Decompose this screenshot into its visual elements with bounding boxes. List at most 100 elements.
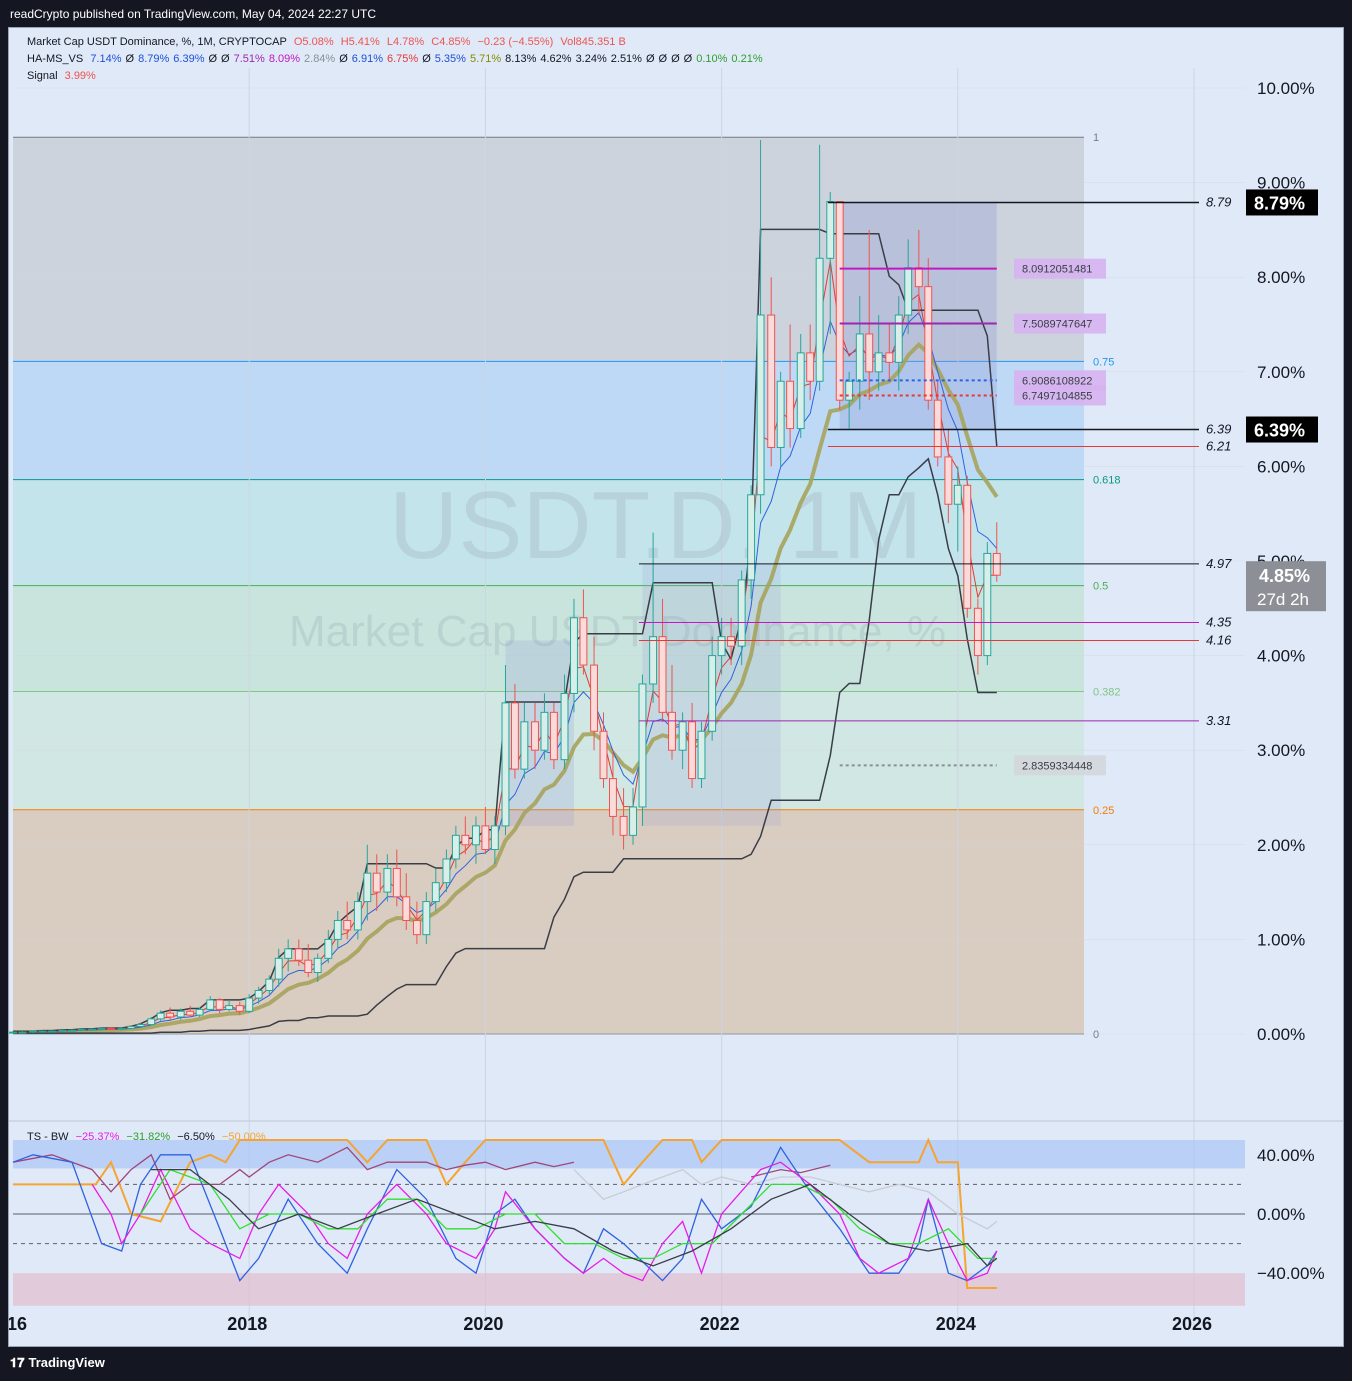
legend-signal[interactable]: Signal 3.99% [27,70,100,82]
y-tick-label: 7.00% [1257,363,1305,382]
annotation-label: 7.5089747647 [1022,319,1092,331]
fib-zone-0-025 [13,809,1084,1034]
legend-symbol-name[interactable]: Market Cap USDT Dominance, %, 1M, CRYPTO… [27,36,287,48]
candle-body [609,778,617,817]
candle-body [727,636,735,647]
chart-frame[interactable]: 1 0.75 0.618 0.5 0.382 0.25 0 USDT.D, 1M Market … [8,27,1344,1347]
last-price-countdown: 27d 2h [1257,590,1309,609]
legend-open: O5.08% [293,36,334,48]
legend-volume: Vol845.351 B [560,36,626,48]
legend-ha-ms-value: Ø [125,53,135,65]
fib-label-0.5: 0.5 [1093,581,1108,593]
fib-zone-025-0382 [13,691,1084,810]
legend-close: C4.85% [431,36,471,48]
y-tick-label: 6.00% [1257,457,1305,476]
candle-body [195,1008,204,1016]
candle-body [225,1005,234,1010]
price-line-label-4.97: 4.97 [1206,556,1232,571]
candle-body [933,399,942,458]
legend-ha-ms-value: 2.51% [610,53,642,65]
osc-y-tick-label: −40.00% [1257,1264,1325,1283]
candle-body [756,314,765,496]
main-chart-svg[interactable]: 1 0.75 0.618 0.5 0.382 0.25 0 USDT.D, 1M Market … [9,28,1343,1346]
x-tick-label: 2024 [936,1314,976,1334]
osc-upper-band [13,1140,1245,1169]
candle-body [717,636,726,657]
annotation-label: 6.7497104855 [1022,390,1092,402]
candle-body [668,711,676,751]
price-badge-8.79 [1246,189,1318,216]
annotation-box [1014,370,1106,391]
candle-body [265,978,274,991]
y-tick-label: 0.00% [1257,1025,1305,1044]
candle-body [461,834,470,846]
candle-body [658,636,667,713]
candle-body [806,352,815,382]
candle-body [688,721,697,780]
fib-label-0.25: 0.25 [1093,805,1114,817]
y-tick-label: 9.00% [1257,174,1305,193]
candle-body [845,380,854,401]
y-tick-label: 4.00% [1257,647,1305,666]
osc-y-tick-label: 40.00% [1257,1146,1315,1165]
candle-body [136,1024,145,1027]
osc-line-orange [13,1137,997,1289]
legend-ha-ms-value: Ø [221,53,230,65]
candle-body [77,1028,86,1031]
x-tick-label: 2022 [700,1314,740,1334]
candle-body [18,1031,27,1034]
candle-body [708,655,717,732]
candle-body [451,834,460,860]
legend-ha-ms-value: 2.84% [304,53,336,65]
candle-body [776,380,785,448]
ma-olive-line [13,341,999,1035]
price-badge-6.39 [1246,416,1318,443]
candle-body [88,1028,97,1031]
candle-body [215,999,224,1010]
candle-body [747,494,756,581]
annotation-label: 6.9086108922 [1022,375,1092,387]
legend-main[interactable]: Market Cap USDT Dominance, %, 1M, CRYPTO… [27,36,630,48]
candle-body [570,617,578,694]
legend-ts-bw[interactable]: TS - BW −25.37% −31.82% −6.50% −50.00% [27,1131,270,1143]
legend-ha-ms-value: 3.24% [575,53,607,65]
last-price-badge [1246,561,1326,612]
legend-ha-ms-value: 8.09% [268,53,301,65]
candle-body [431,882,440,903]
price-line-label-6.39: 6.39 [1206,422,1231,437]
candle-body [796,352,805,430]
x-tick-label: 2018 [227,1314,267,1334]
fib-zone-05-0618 [13,479,1084,586]
legend-ha-ms-value: 4.62% [540,53,572,65]
legend-ha-ms[interactable]: HA-MS_VS 7.14% Ø 8.79% 6.39% Ø Ø 7.51% 8.09% 2.8… [27,53,771,65]
candle-body [737,579,746,647]
watermark-description: Market Cap USDT Dominance, % [289,607,946,656]
candle-body [767,314,776,448]
osc-line-magenta [91,1161,998,1282]
legend-ha-ms-value: 7.14% [90,53,122,65]
candle-body [531,721,539,751]
candle-body [520,721,529,770]
candle-body [560,692,569,761]
candle-body [402,896,411,921]
candle-body [481,825,490,851]
tradingview-logo[interactable]: 𝟏𝟕 TradingView [10,1355,105,1371]
candle-body [472,825,480,846]
legend-ts-bw-name[interactable]: TS - BW [27,1131,69,1143]
fib-label-0: 0 [1093,1029,1099,1041]
legend-ha-ms-value: 0.10% [696,53,728,65]
candle-body [874,352,883,373]
legend-low: L4.78% [386,36,425,48]
candle-body [649,636,658,685]
candle-body [254,989,263,999]
tradingview-logo-icon: 𝟏𝟕 [10,1355,25,1370]
candle-body [284,948,293,959]
legend-signal-name[interactable]: Signal [27,70,58,82]
candle-body [383,867,392,893]
price-line-label-3.31: 3.31 [1206,713,1231,728]
legend-ts-bw-v2: −31.82% [126,1131,171,1143]
legend-ha-ms-name[interactable]: HA-MS_VS [27,53,84,65]
annotation-label: 2.8359334448 [1022,760,1092,772]
candle-body [835,201,844,401]
candle-body [38,1030,47,1033]
